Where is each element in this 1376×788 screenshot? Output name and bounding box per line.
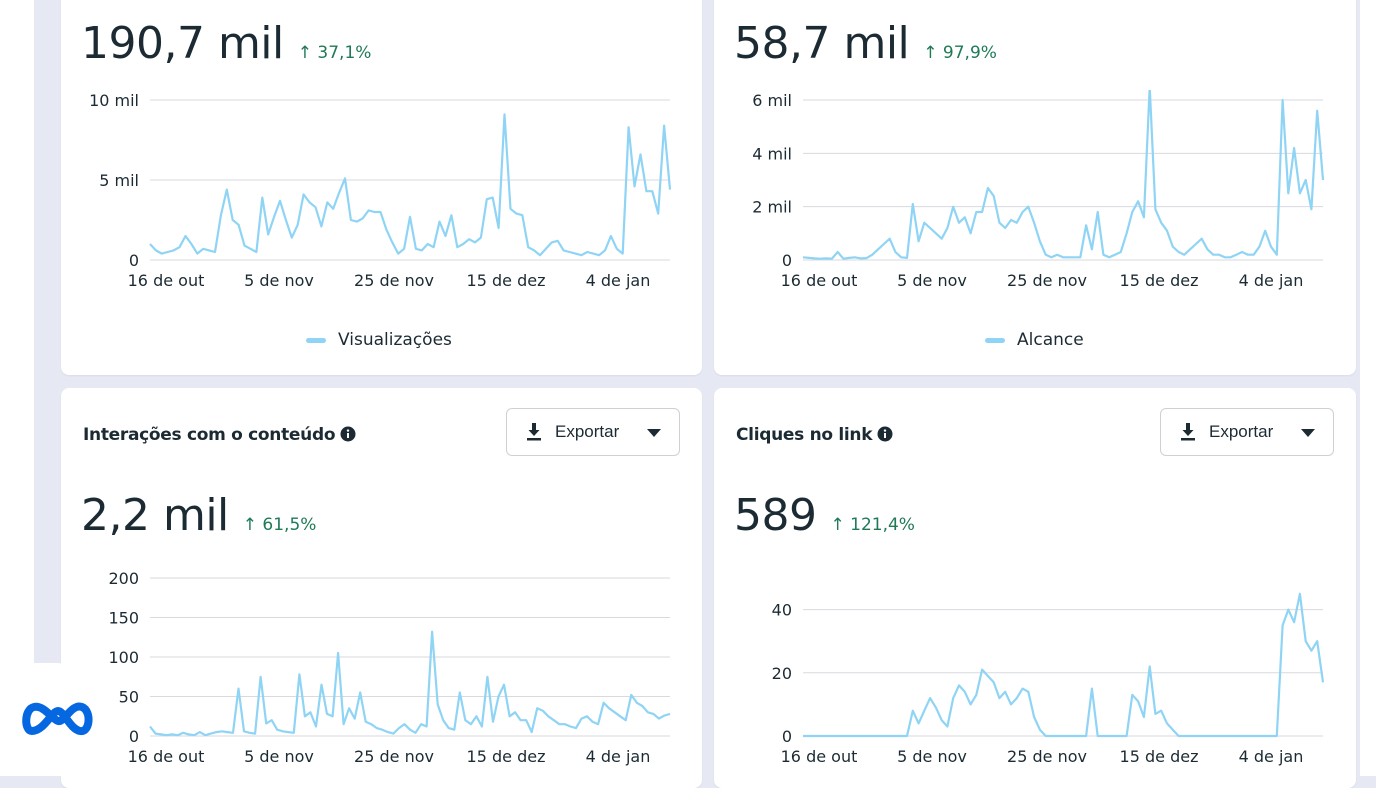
clicks-change: ↑ 121,4% bbox=[830, 515, 915, 535]
y-tick-label: 6 mil bbox=[752, 91, 792, 110]
export-label: Exportar bbox=[1209, 422, 1274, 441]
x-tick-label: 25 de nov bbox=[1007, 271, 1087, 290]
y-tick-label: 10 mil bbox=[89, 91, 139, 110]
y-tick-label: 0 bbox=[129, 727, 139, 746]
y-tick-label: 20 bbox=[772, 664, 792, 683]
y-tick-label: 4 mil bbox=[752, 144, 792, 163]
y-tick-label: 0 bbox=[129, 251, 139, 270]
meta-logo-badge bbox=[0, 663, 110, 776]
y-tick-label: 100 bbox=[108, 648, 139, 667]
x-tick-label: 15 de dez bbox=[1120, 747, 1199, 766]
views-chart: 0 5 mil 10 mil 16 de out 5 de nov 25 de nov 15… bbox=[89, 91, 672, 290]
x-tick-label: 4 de jan bbox=[586, 747, 651, 766]
reach-metric: 58,7 mil ↑ 97,9% bbox=[734, 18, 997, 69]
y-tick-label: 0 bbox=[782, 727, 792, 746]
clicks-value: 589 bbox=[734, 490, 817, 541]
clicks-title: Cliques no link bbox=[736, 425, 873, 445]
interactions-card: Interações com o conteúdo Exportar 2,2 m… bbox=[61, 388, 702, 788]
y-tick-label: 50 bbox=[119, 688, 139, 707]
x-tick-label: 5 de nov bbox=[244, 271, 314, 290]
x-tick-label: 16 de out bbox=[781, 747, 858, 766]
views-legend: Visualizações bbox=[306, 330, 452, 350]
interactions-change: ↑ 61,5% bbox=[242, 515, 317, 535]
reach-chart: 0 2 mil 4 mil 6 mil 16 de out 5 de nov 25 de n… bbox=[752, 90, 1325, 290]
download-icon bbox=[527, 423, 541, 441]
views-metric: 190,7 mil ↑ 37,1% bbox=[81, 18, 371, 69]
y-tick-label: 2 mil bbox=[752, 198, 792, 217]
series-line bbox=[149, 630, 671, 737]
info-icon[interactable] bbox=[340, 426, 356, 442]
legend-swatch bbox=[985, 337, 1005, 343]
views-card: 190,7 mil ↑ 37,1% 0 5 mil 10 mil 16 de out 5… bbox=[61, 0, 702, 375]
views-value: 190,7 mil bbox=[81, 18, 284, 69]
x-tick-label: 25 de nov bbox=[1007, 747, 1087, 766]
y-tick-label: 0 bbox=[782, 251, 792, 270]
legend-label: Alcance bbox=[1017, 330, 1084, 350]
y-tick-label: 40 bbox=[772, 601, 792, 620]
clicks-metric: 589 ↑ 121,4% bbox=[734, 490, 915, 541]
x-tick-label: 15 de dez bbox=[1120, 271, 1199, 290]
interactions-metric: 2,2 mil ↑ 61,5% bbox=[81, 490, 316, 541]
caret-down-icon bbox=[1301, 429, 1315, 437]
x-tick-label: 5 de nov bbox=[897, 271, 967, 290]
right-margin bbox=[1360, 0, 1376, 776]
reach-value: 58,7 mil bbox=[734, 18, 910, 69]
interactions-title: Interações com o conteúdo bbox=[83, 425, 336, 445]
views-change: ↑ 37,1% bbox=[297, 43, 372, 63]
meta-logo-icon bbox=[22, 702, 93, 735]
x-tick-label: 16 de out bbox=[128, 271, 205, 290]
export-button[interactable]: Exportar bbox=[506, 408, 680, 456]
x-tick-label: 16 de out bbox=[781, 271, 858, 290]
x-tick-label: 4 de jan bbox=[1239, 747, 1304, 766]
legend-swatch bbox=[306, 337, 326, 343]
clicks-card: Cliques no link Exportar 589 ↑ 121,4% 0 2… bbox=[714, 388, 1356, 788]
card-title: Interações com o conteúdo bbox=[83, 425, 356, 445]
x-tick-label: 15 de dez bbox=[467, 271, 546, 290]
x-tick-label: 4 de jan bbox=[1239, 271, 1304, 290]
reach-card: 58,7 mil ↑ 97,9% 0 2 mil 4 mil 6 mil 16 de o… bbox=[714, 0, 1356, 375]
card-title: Cliques no link bbox=[736, 425, 893, 445]
series-line bbox=[149, 113, 672, 257]
left-margin bbox=[0, 0, 34, 776]
x-tick-label: 25 de nov bbox=[354, 271, 434, 290]
download-icon bbox=[1181, 423, 1195, 441]
export-button[interactable]: Exportar bbox=[1160, 408, 1334, 456]
series-line bbox=[802, 90, 1325, 260]
reach-legend: Alcance bbox=[985, 330, 1084, 350]
x-tick-label: 4 de jan bbox=[586, 271, 651, 290]
y-tick-label: 5 mil bbox=[99, 171, 139, 190]
y-tick-label: 200 bbox=[108, 569, 139, 588]
clicks-chart: 0 20 40 16 de out 5 de nov 25 de nov 15 de dez… bbox=[772, 592, 1325, 766]
x-tick-label: 16 de out bbox=[128, 747, 205, 766]
caret-down-icon bbox=[647, 429, 661, 437]
series-line bbox=[803, 592, 1325, 738]
info-icon[interactable] bbox=[877, 426, 893, 442]
y-tick-label: 150 bbox=[108, 609, 139, 628]
reach-change: ↑ 97,9% bbox=[923, 43, 997, 63]
x-tick-label: 5 de nov bbox=[897, 747, 967, 766]
export-label: Exportar bbox=[555, 422, 620, 441]
interactions-chart: 0 50 100 150 200 16 de out 5 de nov 25 de nov 15… bbox=[108, 569, 671, 766]
x-tick-label: 25 de nov bbox=[354, 747, 434, 766]
legend-label: Visualizações bbox=[338, 330, 452, 350]
interactions-value: 2,2 mil bbox=[81, 490, 229, 541]
x-tick-label: 5 de nov bbox=[244, 747, 314, 766]
x-tick-label: 15 de dez bbox=[467, 747, 546, 766]
